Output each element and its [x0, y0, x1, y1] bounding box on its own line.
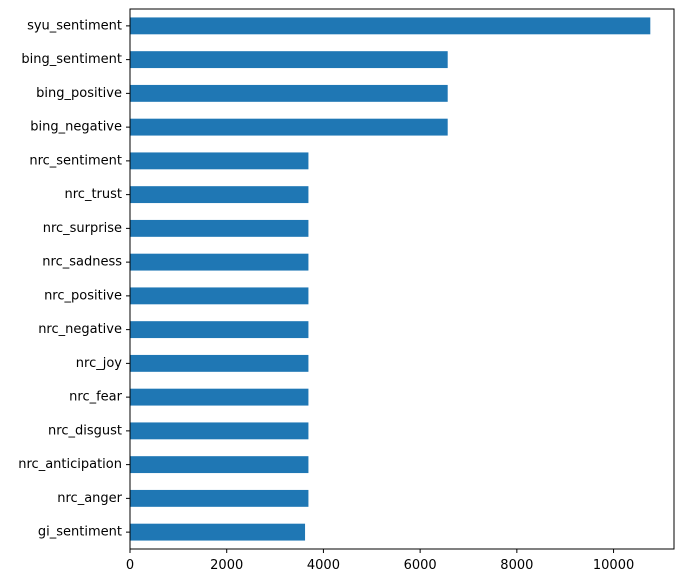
y-tick-label: nrc_surprise: [43, 221, 122, 236]
bar-nrc_anticipation: [130, 456, 309, 474]
x-tick-label: 8000: [500, 558, 533, 573]
y-tick-label: gi_sentiment: [38, 525, 122, 540]
x-tick-label: 2000: [210, 558, 243, 573]
y-tick-label: bing_sentiment: [21, 52, 122, 67]
bar-nrc_negative: [130, 321, 309, 339]
bar-nrc_positive: [130, 287, 309, 305]
y-tick-label: nrc_fear: [69, 390, 122, 405]
x-tick-label: 10000: [593, 558, 634, 573]
bar-syu_sentiment: [130, 17, 651, 35]
y-tick-label: bing_negative: [30, 120, 122, 135]
bar-nrc_sadness: [130, 253, 309, 271]
y-tick-label: bing_positive: [36, 86, 122, 101]
y-tick-label: nrc_sadness: [42, 255, 122, 270]
x-tick-label: 4000: [307, 558, 340, 573]
bar-gi_sentiment: [130, 523, 306, 541]
bar-nrc_anger: [130, 489, 309, 507]
y-tick-label: nrc_anger: [57, 491, 122, 506]
x-tick-label: 0: [126, 558, 134, 573]
bar-bing_negative: [130, 118, 448, 136]
bars-group: [130, 17, 651, 541]
bar-nrc_trust: [130, 186, 309, 204]
y-tick-label: syu_sentiment: [27, 18, 122, 33]
x-axis-ticks: 0 2000 4000 6000 8000 10000: [126, 549, 634, 573]
y-tick-label: nrc_joy: [76, 356, 123, 371]
bar-nrc_fear: [130, 388, 309, 406]
bar-nrc_sentiment: [130, 152, 309, 170]
bar-nrc_joy: [130, 354, 309, 372]
y-tick-label: nrc_sentiment: [29, 153, 122, 168]
x-tick-label: 6000: [404, 558, 437, 573]
bar-bing_positive: [130, 84, 448, 102]
y-tick-label: nrc_trust: [65, 187, 123, 202]
bar-bing_sentiment: [130, 51, 448, 69]
plot-frame: [129, 8, 675, 550]
y-tick-label: nrc_positive: [44, 288, 122, 303]
y-tick-label: nrc_negative: [38, 322, 122, 337]
y-tick-label: nrc_anticipation: [18, 457, 122, 472]
bar-nrc_disgust: [130, 422, 309, 440]
bar-nrc_surprise: [130, 219, 309, 237]
y-tick-label: nrc_disgust: [48, 423, 122, 438]
y-axis-ticks: syu_sentiment bing_sentiment bing_positive…: [18, 18, 130, 540]
